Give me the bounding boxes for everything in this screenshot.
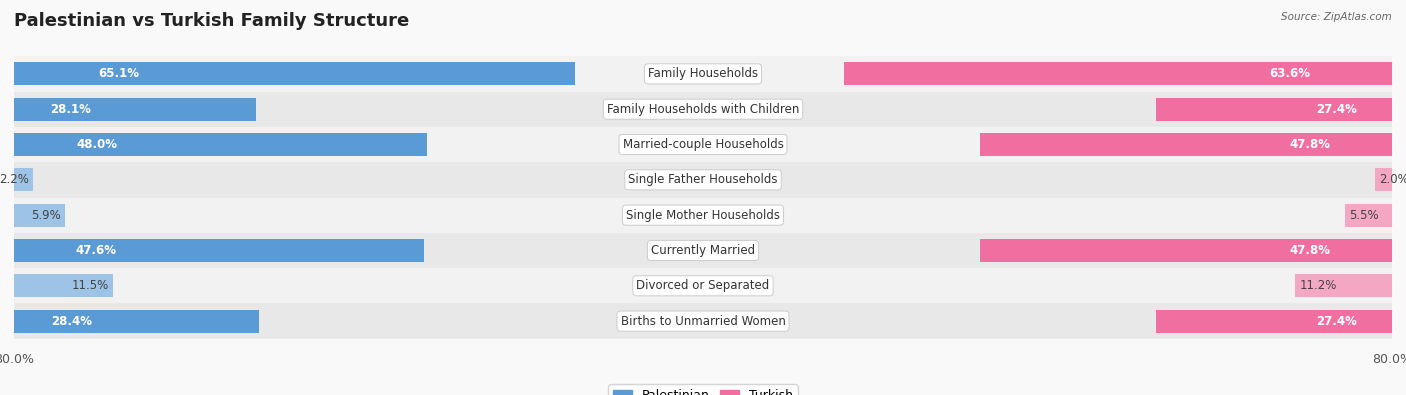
Text: 28.4%: 28.4% bbox=[51, 314, 91, 327]
Legend: Palestinian, Turkish: Palestinian, Turkish bbox=[609, 384, 797, 395]
Bar bbox=[14, 62, 575, 85]
Bar bbox=[14, 303, 1392, 339]
Bar bbox=[1156, 310, 1392, 333]
Bar bbox=[14, 239, 425, 262]
Bar bbox=[14, 127, 1392, 162]
Bar bbox=[14, 92, 1392, 127]
Bar bbox=[1295, 274, 1392, 297]
Text: 48.0%: 48.0% bbox=[76, 138, 117, 151]
Bar bbox=[14, 233, 1392, 268]
Bar bbox=[14, 162, 1392, 198]
Text: 47.6%: 47.6% bbox=[76, 244, 117, 257]
Text: Divorced or Separated: Divorced or Separated bbox=[637, 279, 769, 292]
Bar bbox=[980, 133, 1392, 156]
Bar bbox=[14, 310, 259, 333]
Text: Married-couple Households: Married-couple Households bbox=[623, 138, 783, 151]
Text: Currently Married: Currently Married bbox=[651, 244, 755, 257]
Bar bbox=[1344, 204, 1392, 227]
Bar bbox=[14, 133, 427, 156]
Text: Family Households with Children: Family Households with Children bbox=[607, 103, 799, 116]
Bar bbox=[980, 239, 1392, 262]
Bar bbox=[1375, 168, 1392, 191]
Bar bbox=[14, 56, 1392, 92]
Bar bbox=[14, 268, 1392, 303]
Text: Family Households: Family Households bbox=[648, 68, 758, 81]
Bar bbox=[1156, 98, 1392, 121]
Text: 27.4%: 27.4% bbox=[1316, 314, 1357, 327]
Text: 63.6%: 63.6% bbox=[1268, 68, 1310, 81]
Text: Palestinian vs Turkish Family Structure: Palestinian vs Turkish Family Structure bbox=[14, 12, 409, 30]
Bar bbox=[844, 62, 1392, 85]
Bar bbox=[14, 274, 112, 297]
Text: Single Father Households: Single Father Households bbox=[628, 173, 778, 186]
Text: 11.2%: 11.2% bbox=[1299, 279, 1337, 292]
Text: 28.1%: 28.1% bbox=[51, 103, 91, 116]
Text: Source: ZipAtlas.com: Source: ZipAtlas.com bbox=[1281, 12, 1392, 22]
Text: 47.8%: 47.8% bbox=[1289, 138, 1330, 151]
Bar bbox=[14, 98, 256, 121]
Text: Births to Unmarried Women: Births to Unmarried Women bbox=[620, 314, 786, 327]
Text: 27.4%: 27.4% bbox=[1316, 103, 1357, 116]
Text: 47.8%: 47.8% bbox=[1289, 244, 1330, 257]
Text: Single Mother Households: Single Mother Households bbox=[626, 209, 780, 222]
Text: 2.2%: 2.2% bbox=[0, 173, 28, 186]
Text: 2.0%: 2.0% bbox=[1379, 173, 1406, 186]
Text: 11.5%: 11.5% bbox=[72, 279, 108, 292]
Text: 65.1%: 65.1% bbox=[98, 68, 139, 81]
Bar bbox=[14, 204, 65, 227]
Text: 5.9%: 5.9% bbox=[31, 209, 60, 222]
Bar bbox=[14, 168, 32, 191]
Bar bbox=[14, 198, 1392, 233]
Text: 5.5%: 5.5% bbox=[1348, 209, 1378, 222]
